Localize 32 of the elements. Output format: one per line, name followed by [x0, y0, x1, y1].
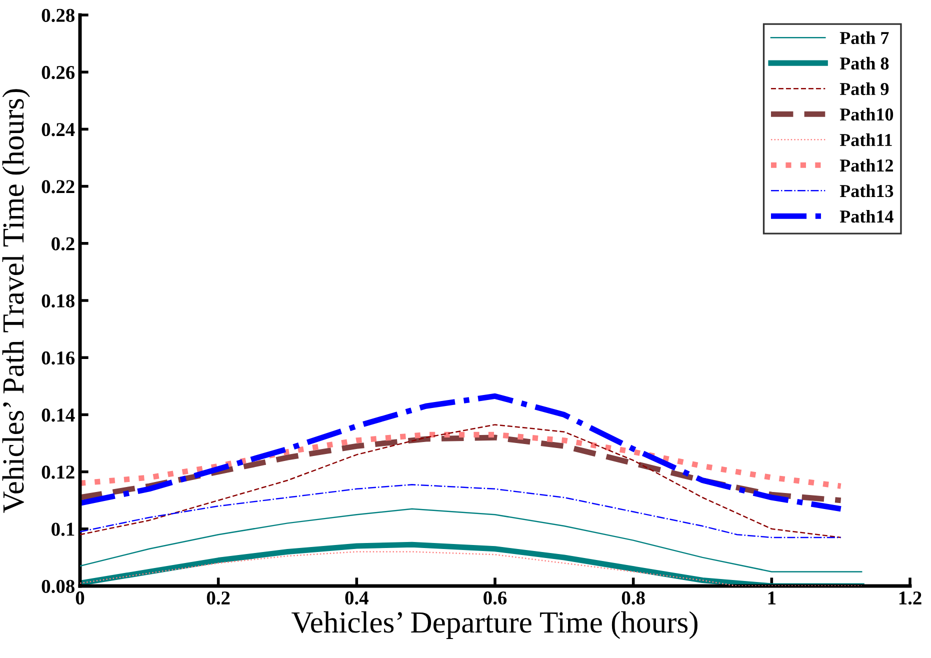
- legend-label: Path11: [840, 133, 892, 146]
- y-axis-title: Vehicles’ Path Travel Time (hours): [2, 89, 30, 513]
- legend-label: Path13: [840, 184, 894, 198]
- y-tick-label: 0.14: [42, 408, 75, 422]
- y-tick-label: 0.18: [42, 294, 74, 308]
- x-tick-label: 0.4: [345, 591, 368, 605]
- x-tick-label: 1.2: [899, 591, 922, 605]
- legend-label: Path14: [840, 210, 894, 223]
- line-series: [80, 484, 842, 538]
- x-tick-label: 0.8: [622, 591, 645, 605]
- legend-label: Path 9: [840, 82, 889, 96]
- x-tick-label: 1: [768, 592, 776, 604]
- legend-label: Path 8: [840, 56, 889, 70]
- y-tick-label: 0.2: [52, 237, 74, 250]
- y-tick-label: 0.12: [42, 466, 74, 479]
- x-tick-label: 0.2: [206, 591, 230, 605]
- y-tick-label: 0.22: [42, 180, 74, 194]
- x-tick-label: 0.6: [484, 591, 507, 605]
- line-series: [80, 508, 862, 572]
- legend-label: Path10: [840, 108, 894, 121]
- y-tick-label: 0.26: [42, 66, 75, 80]
- x-axis-title: Vehicles’ Departure Time (hours): [292, 611, 698, 639]
- y-tick-label: 0.08: [42, 580, 74, 594]
- y-tick-label: 0.28: [42, 8, 74, 22]
- line-series: [80, 551, 862, 586]
- y-tick-label: 0.24: [42, 123, 75, 136]
- y-tick-label: 0.16: [42, 351, 75, 365]
- line-series: [80, 424, 842, 538]
- legend-label: Path 7: [840, 31, 889, 44]
- y-tick-label: 0.1: [52, 522, 74, 536]
- legend-label: Path12: [840, 158, 893, 172]
- x-tick-label: 0: [76, 591, 84, 605]
